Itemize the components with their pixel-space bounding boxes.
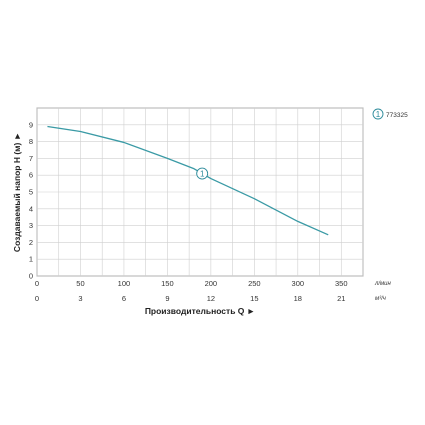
x-primary-tick-label: 250 [248, 279, 261, 288]
curve-marker-label: 1 [200, 170, 205, 179]
x-primary-unit: л/мин [374, 281, 392, 287]
legend-marker-label: 1 [376, 110, 381, 119]
series-line [47, 125, 329, 236]
x-primary-tick-label: 100 [118, 279, 131, 288]
x-secondary-tick-label: 3 [78, 294, 82, 303]
x-primary-tick-label: 300 [292, 279, 305, 288]
y-axis-title: Создаваемый напор H (м) ► [12, 132, 22, 252]
y-tick-label: 4 [29, 204, 33, 213]
x-primary-tick-label: 0 [35, 279, 39, 288]
legend-marker [372, 108, 384, 120]
x-primary-tick-label: 200 [205, 279, 218, 288]
x-secondary-unit: м³/ч [375, 296, 386, 302]
grid [36, 107, 364, 277]
x-secondary-tick-label: 18 [294, 294, 302, 303]
curve-marker [196, 167, 209, 180]
x-secondary-tick-label: 6 [122, 294, 126, 303]
x-secondary-tick-labels: 0 3 6 9 12 15 18 21 [35, 294, 346, 303]
x-primary-tick-label: 150 [161, 279, 174, 288]
y-tick-label: 3 [29, 221, 33, 230]
x-primary-tick-labels: 0 50 100 150 200 250 300 350 [35, 279, 348, 288]
x-primary-tick-label: 350 [335, 279, 348, 288]
y-tick-label: 7 [29, 154, 33, 163]
x-secondary-tick-label: 15 [250, 294, 258, 303]
x-secondary-tick-label: 21 [337, 294, 345, 303]
x-secondary-tick-label: 0 [35, 294, 39, 303]
y-tick-label: 2 [29, 238, 33, 247]
y-tick-label: 5 [29, 188, 33, 197]
y-tick-label: 0 [29, 272, 33, 281]
x-secondary-tick-label: 12 [207, 294, 215, 303]
x-secondary-tick-label: 9 [165, 294, 169, 303]
legend: 1 773325 [372, 108, 408, 120]
x-axis-title: Производительность Q ► [145, 306, 255, 316]
y-tick-label: 6 [29, 171, 33, 180]
x-primary-tick-label: 50 [76, 279, 84, 288]
legend-label: 773325 [386, 112, 408, 119]
y-tick-label: 9 [29, 120, 33, 129]
y-tick-labels: 0 1 2 3 4 5 6 7 8 9 [29, 120, 33, 280]
y-tick-label: 1 [29, 255, 33, 264]
curve-layer: 1 [47, 125, 329, 236]
y-tick-label: 8 [29, 137, 33, 146]
